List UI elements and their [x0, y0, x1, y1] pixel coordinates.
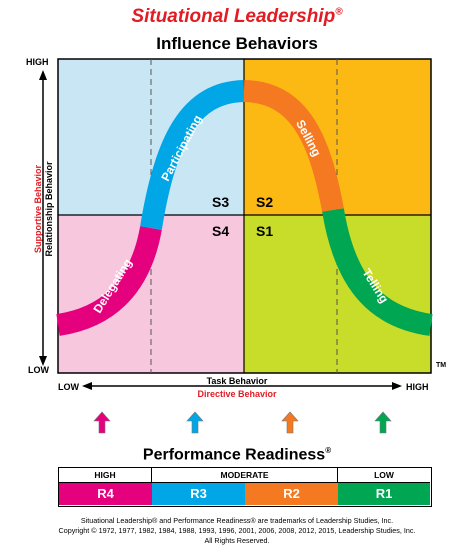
leadership-diagram: Delegating Participating Selling Telling…: [39, 58, 433, 434]
vertical-axis-arrow: [39, 70, 47, 366]
bottom-axis-high: HIGH: [406, 382, 429, 392]
pink-arrow-icon: [93, 411, 111, 434]
bottom-axis-low: LOW: [58, 382, 79, 392]
readiness-registered-mark: ®: [325, 446, 332, 455]
selling-curve: [243, 80, 344, 213]
stage-s4-label: S4: [212, 223, 229, 239]
readiness-title: Performance Readiness®: [0, 446, 474, 464]
stage-s3-label: S3: [212, 194, 229, 210]
readiness-r3: R3: [152, 483, 245, 505]
readiness-level-low: LOW: [338, 468, 430, 483]
title-text: Situational Leadership: [131, 6, 336, 27]
left-axis-low: LOW: [28, 365, 49, 375]
subtitle: Influence Behaviors: [156, 34, 318, 53]
task-behavior-label: Task Behavior: [206, 376, 268, 386]
directive-behavior-label: Directive Behavior: [197, 389, 277, 399]
title-registered-mark: ®: [335, 6, 343, 18]
readiness-title-text: Performance Readiness: [142, 446, 326, 464]
telling-curve: [322, 208, 433, 336]
readiness-r2: R2: [245, 483, 338, 505]
participating-curve: [140, 80, 245, 230]
readiness-level-moderate: MODERATE: [152, 468, 338, 483]
page-title: Situational Leadership®: [0, 6, 474, 28]
readiness-table: HIGH MODERATE LOW R4 R3 R2 R1: [58, 467, 432, 507]
readiness-level-high: HIGH: [59, 468, 152, 483]
left-axis-high: HIGH: [26, 57, 49, 67]
horizontal-axis-arrow: [82, 382, 402, 390]
delegating-curve: [56, 225, 162, 336]
stage-s1-label: S1: [256, 223, 273, 239]
readiness-r4: R4: [59, 483, 152, 505]
orange-arrow-icon: [281, 411, 299, 434]
green-arrow-icon: [374, 411, 392, 434]
readiness-r1: R1: [338, 483, 430, 505]
footer-copyright-line: Copyright © 1972, 1977, 1982, 1984, 1988…: [58, 526, 416, 535]
footer-trademark-line: Situational Leadership® and Performance …: [80, 516, 394, 525]
stage-s2-label: S2: [256, 194, 273, 210]
footer-rights-line: All Rights Reserved.: [204, 536, 270, 545]
blue-arrow-icon: [186, 411, 204, 434]
trademark-mark: TM: [436, 362, 447, 369]
